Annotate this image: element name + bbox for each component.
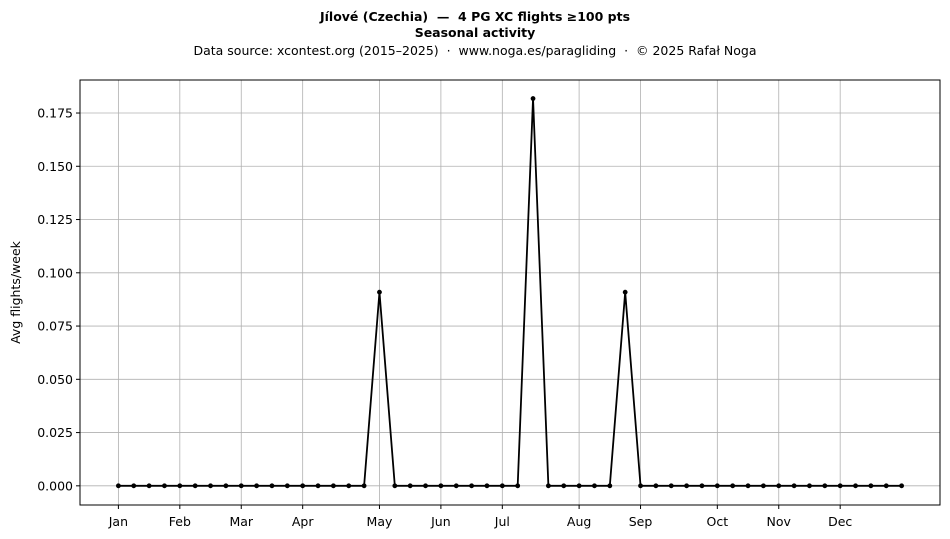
chart-title-secondary: Seasonal activity bbox=[414, 25, 536, 40]
data-point bbox=[899, 483, 905, 489]
data-point bbox=[423, 483, 428, 489]
title-block: Jílové (Czechia) — 4 PG XC flights ≥100 … bbox=[0, 9, 950, 59]
data-point bbox=[515, 483, 521, 489]
chart-subtitle: Data source: xcontest.org (2015–2025) · … bbox=[193, 43, 757, 58]
x-tick-label-apr: Apr bbox=[292, 514, 314, 529]
x-tick-label-sep: Sep bbox=[629, 514, 653, 529]
y-tick-label: 0.025 bbox=[37, 425, 73, 440]
data-point bbox=[192, 483, 198, 489]
y-axis-ticks: 0.000 0.025 0.050 0.075 0.100 0.125 0.150 0.175 bbox=[37, 106, 80, 493]
x-tick-label-mar: Mar bbox=[229, 514, 253, 529]
data-point bbox=[377, 289, 382, 295]
data-point bbox=[653, 483, 659, 489]
y-tick-label: 0.150 bbox=[37, 159, 73, 174]
data-point bbox=[883, 483, 889, 489]
x-tick-label-jul: Jul bbox=[494, 514, 510, 529]
data-point bbox=[438, 483, 444, 489]
x-tick-label-feb: Feb bbox=[169, 514, 191, 529]
data-point bbox=[714, 483, 720, 489]
data-point bbox=[699, 483, 705, 489]
data-point bbox=[146, 483, 152, 489]
x-axis-ticks: Jan Feb Mar Apr May Jun Jul Aug Sep Oct Nov Dec bbox=[108, 505, 852, 529]
data-point bbox=[499, 483, 505, 489]
data-point bbox=[469, 483, 475, 489]
x-tick-label-nov: Nov bbox=[767, 514, 792, 529]
data-point bbox=[115, 483, 121, 489]
data-point bbox=[684, 483, 690, 489]
x-tick-label-jun: Jun bbox=[430, 514, 451, 529]
y-tick-label: 0.125 bbox=[37, 212, 73, 227]
data-point bbox=[822, 483, 828, 489]
data-point bbox=[791, 483, 797, 489]
data-point bbox=[346, 483, 352, 489]
data-point bbox=[745, 483, 751, 489]
data-point bbox=[269, 483, 275, 489]
grid-lines bbox=[80, 80, 940, 505]
data-point bbox=[668, 483, 674, 489]
series-line-layer bbox=[118, 97, 902, 487]
data-point bbox=[837, 483, 843, 489]
y-tick-label: 0.075 bbox=[37, 319, 73, 334]
data-point bbox=[853, 483, 858, 489]
data-point bbox=[561, 483, 567, 489]
data-point bbox=[760, 483, 766, 489]
data-point bbox=[638, 483, 643, 489]
x-tick-label-jan: Jan bbox=[108, 514, 128, 529]
data-point bbox=[622, 289, 628, 295]
data-point bbox=[484, 483, 490, 489]
plot-frame bbox=[79, 79, 941, 506]
data-point bbox=[807, 483, 812, 489]
data-point bbox=[177, 483, 183, 489]
data-points-layer bbox=[115, 96, 905, 489]
data-point bbox=[223, 483, 229, 489]
y-tick-label: 0.100 bbox=[37, 265, 73, 280]
x-tick-label-aug: Aug bbox=[567, 514, 591, 529]
y-tick-label: 0.050 bbox=[37, 372, 73, 387]
y-tick-label: 0.175 bbox=[37, 106, 73, 121]
data-point bbox=[576, 483, 582, 489]
chart-title: Jílové (Czechia) — 4 PG XC flights ≥100 … bbox=[319, 9, 631, 24]
data-point bbox=[361, 483, 367, 489]
data-point bbox=[407, 483, 413, 489]
x-tick-label-oct: Oct bbox=[707, 514, 729, 529]
data-point bbox=[300, 483, 306, 489]
data-point bbox=[254, 483, 260, 489]
y-tick-label: 0.000 bbox=[37, 478, 73, 493]
data-point bbox=[392, 483, 398, 489]
data-point bbox=[545, 483, 551, 489]
data-point bbox=[208, 483, 213, 489]
data-point bbox=[607, 483, 613, 489]
data-point bbox=[131, 483, 137, 489]
series-line bbox=[118, 97, 902, 487]
data-point bbox=[238, 483, 244, 489]
data-point bbox=[776, 483, 782, 489]
data-point bbox=[330, 483, 336, 489]
data-point bbox=[592, 483, 597, 489]
x-tick-label-dec: Dec bbox=[828, 514, 852, 529]
data-point bbox=[284, 483, 290, 489]
x-tick-label-may: May bbox=[367, 514, 393, 529]
data-point bbox=[730, 483, 736, 489]
data-point bbox=[315, 483, 321, 489]
y-axis-label: Avg flights/week bbox=[8, 240, 23, 344]
data-point bbox=[530, 96, 536, 101]
data-point bbox=[868, 483, 874, 489]
data-point bbox=[162, 483, 167, 489]
data-point bbox=[453, 483, 459, 489]
